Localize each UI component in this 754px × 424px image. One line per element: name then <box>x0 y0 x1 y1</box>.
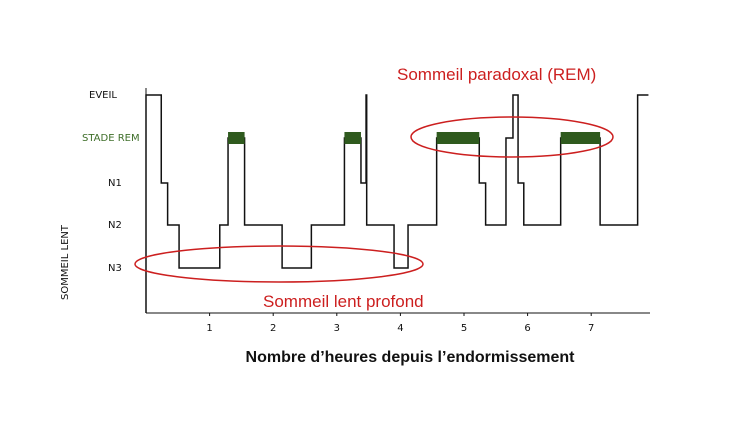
annotation-deep-sleep: Sommeil lent profond <box>263 292 424 311</box>
rem-highlight-ellipse <box>410 116 614 158</box>
x-tick-label: 1 <box>206 323 212 334</box>
rem-block-3 <box>436 132 480 144</box>
x-tick-label: 3 <box>334 323 340 334</box>
rem-block-2 <box>344 132 361 144</box>
level-label-n3: N3 <box>108 263 122 274</box>
level-label-rem: STADE REM <box>82 133 140 144</box>
deep-sleep-highlight-ellipse <box>134 245 424 283</box>
x-tick-labels: 1 2 3 4 5 6 7 <box>206 313 594 334</box>
level-label-n1: N1 <box>108 178 122 189</box>
x-tick-label: 7 <box>588 323 594 334</box>
rem-block-4 <box>560 132 601 144</box>
level-label-n2: N2 <box>108 220 122 231</box>
hypnogram-line <box>145 94 649 313</box>
y-axis-label: SOMMEIL LENT <box>60 224 71 300</box>
x-tick-label: 2 <box>270 323 276 334</box>
level-label-eveil: EVEIL <box>89 90 117 101</box>
x-tick-label: 5 <box>461 323 467 334</box>
annotation-rem: Sommeil paradoxal (REM) <box>397 65 596 84</box>
rem-block-1 <box>228 132 245 144</box>
x-tick-label: 4 <box>397 323 403 334</box>
x-tick-label: 6 <box>524 323 530 334</box>
rem-periods <box>228 132 601 144</box>
x-axis-label: Nombre d’heures depuis l’endormissement <box>246 349 576 366</box>
